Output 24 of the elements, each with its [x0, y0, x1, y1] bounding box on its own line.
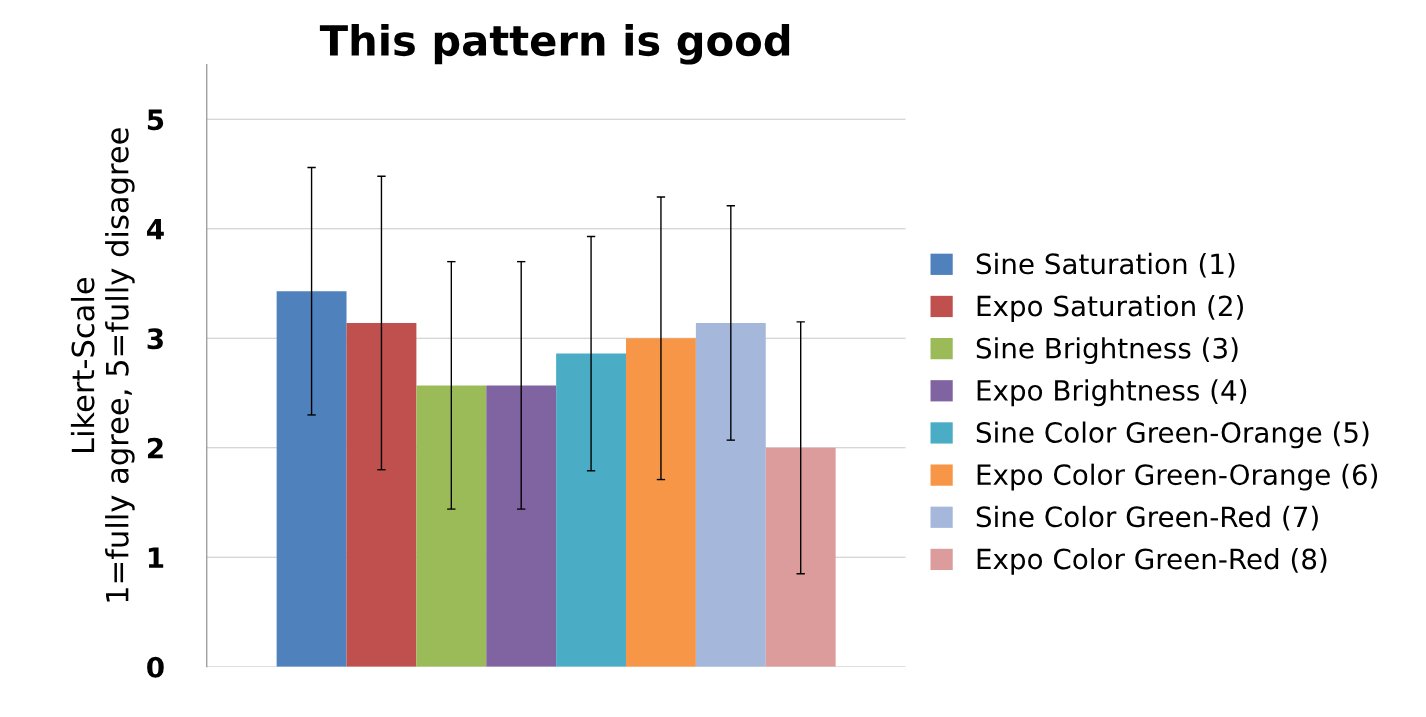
- legend-label: Sine Color Green-Orange (5): [976, 421, 1369, 449]
- legend-label: Sine Brightness (3): [976, 337, 1238, 365]
- bar: [276, 291, 347, 667]
- legend-label: Sine Color Green-Red (7): [976, 505, 1318, 531]
- legend-label: Expo Color Green-Red (8): [977, 547, 1327, 575]
- chart-title: This pattern is good: [319, 23, 790, 65]
- bar: [486, 385, 557, 667]
- bar: [556, 353, 627, 667]
- legend-label: Expo Saturation (2): [977, 295, 1243, 322]
- y-tick-label: 2: [147, 437, 163, 459]
- y-tick-label: 1: [148, 547, 164, 568]
- y-axis-title: Likert-Scale 1=fully agree, 5=fully disagree: [70, 128, 135, 602]
- y-tick-label: 5: [147, 109, 164, 131]
- legend-label: Expo Color Green-Orange (6): [977, 463, 1378, 491]
- y-tick-label: 3: [147, 328, 163, 350]
- y-tick-label: 0: [147, 656, 164, 678]
- bar: [416, 385, 487, 667]
- legend-label: Sine Saturation (1): [976, 252, 1235, 278]
- legend-label: Expo Brightness (4): [977, 379, 1247, 407]
- bar: [626, 338, 696, 667]
- bar: [765, 447, 836, 667]
- bar: [346, 322, 417, 667]
- bar: [695, 322, 766, 667]
- y-tick-label: 4: [147, 219, 164, 240]
